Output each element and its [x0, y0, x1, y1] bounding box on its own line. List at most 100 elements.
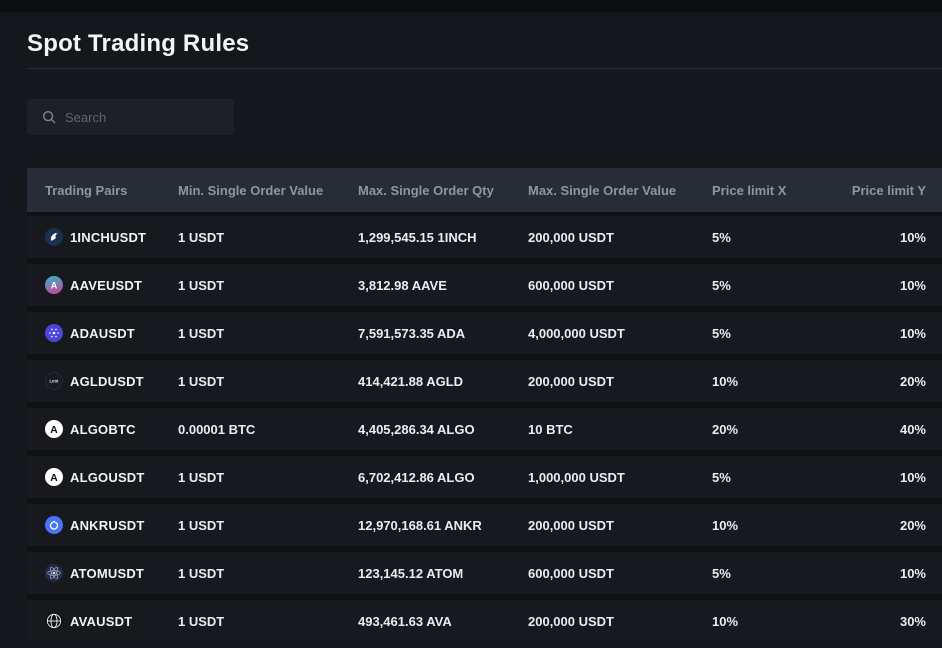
atom-coin-icon	[45, 564, 63, 582]
search-input[interactable]	[65, 109, 224, 125]
price-limit-x: 5%	[712, 325, 731, 341]
table-row: Loot AGLDUSDT 1 USDT 414,421.88 AGLD 200…	[27, 360, 942, 402]
min-single-order-value: 1 USDT	[178, 517, 225, 533]
column-header-price-limit-y: Price limit Y	[851, 182, 926, 198]
table-row: A ALGOBTC 0.00001 BTC 4,405,286.34 ALGO …	[27, 408, 942, 450]
search-box[interactable]	[27, 99, 234, 135]
table-row: ATOMUSDT 1 USDT 123,145.12 ATOM 600,000 …	[27, 552, 942, 594]
price-limit-y: 40%	[899, 421, 926, 437]
trading-pair-cell: AVAUSDT	[45, 612, 178, 630]
ava-coin-icon	[45, 612, 63, 630]
max-single-order-value: 200,000 USDT	[528, 229, 614, 245]
pair-label: AAVEUSDT	[70, 277, 143, 293]
max-single-order-qty: 4,405,286.34 ALGO	[358, 421, 475, 437]
ada-coin-icon	[45, 324, 63, 342]
pair-label: ADAUSDT	[70, 325, 135, 341]
trading-pair-cell: Loot AGLDUSDT	[45, 372, 178, 390]
price-limit-x: 5%	[712, 277, 731, 293]
price-limit-x: 20%	[712, 421, 739, 437]
max-single-order-qty: 6,702,412.86 ALGO	[358, 469, 475, 485]
pair-label: ALGOBTC	[70, 421, 136, 437]
max-single-order-qty: 414,421.88 AGLD	[358, 373, 464, 389]
pair-label: AGLDUSDT	[70, 373, 144, 389]
table-row: AVAUSDT 1 USDT 493,461.63 AVA 200,000 US…	[27, 600, 942, 642]
table-row: ADAUSDT 1 USDT 7,591,573.35 ADA 4,000,00…	[27, 312, 942, 354]
trading-pair-cell: 1INCHUSDT	[45, 228, 178, 246]
price-limit-y: 30%	[899, 613, 926, 629]
column-header-max-single-order-value: Max. Single Order Value	[528, 182, 677, 198]
max-single-order-qty: 12,970,168.61 ANKR	[358, 517, 482, 533]
svg-text:A: A	[50, 473, 58, 484]
top-strip	[0, 0, 942, 12]
max-single-order-value: 10 BTC	[528, 421, 573, 437]
max-single-order-value: 1,000,000 USDT	[528, 469, 625, 485]
svg-text:A: A	[51, 280, 58, 290]
max-single-order-qty: 7,591,573.35 ADA	[358, 325, 466, 341]
price-limit-y: 20%	[899, 517, 926, 533]
price-limit-x: 10%	[712, 373, 739, 389]
table-row: A AAVEUSDT 1 USDT 3,812.98 AAVE 600,000 …	[27, 264, 942, 306]
pair-label: ANKRUSDT	[70, 517, 145, 533]
max-single-order-value: 600,000 USDT	[528, 277, 614, 293]
1inch-coin-icon	[45, 228, 63, 246]
price-limit-x: 10%	[712, 613, 739, 629]
trading-pair-cell: ANKRUSDT	[45, 516, 178, 534]
pair-label: AVAUSDT	[70, 613, 133, 629]
column-header-price-limit-x: Price limit X	[712, 182, 787, 198]
trading-pair-cell: ATOMUSDT	[45, 564, 178, 582]
svg-text:Loot: Loot	[50, 379, 60, 384]
price-limit-y: 10%	[899, 469, 926, 485]
min-single-order-value: 1 USDT	[178, 565, 225, 581]
table-row: 1INCHUSDT 1 USDT 1,299,545.15 1INCH 200,…	[27, 216, 942, 258]
table-header: Trading Pairs Min. Single Order Value Ma…	[27, 168, 942, 212]
trading-rules-table: Trading Pairs Min. Single Order Value Ma…	[27, 168, 942, 642]
price-limit-y: 10%	[899, 325, 926, 341]
min-single-order-value: 0.00001 BTC	[178, 421, 256, 437]
page-title: Spot Trading Rules	[27, 30, 250, 57]
agld-coin-icon: Loot	[45, 372, 63, 390]
trading-pair-cell: A ALGOBTC	[45, 420, 178, 438]
max-single-order-value: 200,000 USDT	[528, 517, 614, 533]
title-divider	[27, 68, 942, 69]
price-limit-y: 20%	[899, 373, 926, 389]
pair-label: 1INCHUSDT	[70, 229, 147, 245]
price-limit-x: 5%	[712, 469, 731, 485]
price-limit-y: 10%	[899, 277, 926, 293]
price-limit-y: 10%	[899, 229, 926, 245]
min-single-order-value: 1 USDT	[178, 469, 225, 485]
min-single-order-value: 1 USDT	[178, 373, 225, 389]
price-limit-y: 10%	[899, 565, 926, 581]
max-single-order-value: 200,000 USDT	[528, 613, 614, 629]
max-single-order-qty: 3,812.98 AAVE	[358, 277, 447, 293]
min-single-order-value: 1 USDT	[178, 229, 225, 245]
max-single-order-qty: 1,299,545.15 1INCH	[358, 229, 477, 245]
max-single-order-qty: 123,145.12 ATOM	[358, 565, 464, 581]
trading-pair-cell: A ALGOUSDT	[45, 468, 178, 486]
column-header-min-single-order-value: Min. Single Order Value	[178, 182, 324, 198]
min-single-order-value: 1 USDT	[178, 277, 225, 293]
max-single-order-value: 600,000 USDT	[528, 565, 614, 581]
column-header-max-single-order-qty: Max. Single Order Qty	[358, 182, 494, 198]
svg-text:A: A	[50, 425, 58, 436]
ankr-coin-icon	[45, 516, 63, 534]
min-single-order-value: 1 USDT	[178, 325, 225, 341]
min-single-order-value: 1 USDT	[178, 613, 225, 629]
price-limit-x: 5%	[712, 565, 731, 581]
table-row: A ALGOUSDT 1 USDT 6,702,412.86 ALGO 1,00…	[27, 456, 942, 498]
max-single-order-value: 4,000,000 USDT	[528, 325, 625, 341]
search-icon	[42, 110, 56, 124]
max-single-order-value: 200,000 USDT	[528, 373, 614, 389]
column-header-trading-pairs: Trading Pairs	[45, 182, 128, 198]
price-limit-x: 5%	[712, 229, 731, 245]
table-row: ANKRUSDT 1 USDT 12,970,168.61 ANKR 200,0…	[27, 504, 942, 546]
algo-coin-icon: A	[45, 420, 63, 438]
max-single-order-qty: 493,461.63 AVA	[358, 613, 452, 629]
trading-pair-cell: ADAUSDT	[45, 324, 178, 342]
pair-label: ALGOUSDT	[70, 469, 145, 485]
trading-pair-cell: A AAVEUSDT	[45, 276, 178, 294]
table-body: 1INCHUSDT 1 USDT 1,299,545.15 1INCH 200,…	[27, 212, 942, 642]
pair-label: ATOMUSDT	[70, 565, 145, 581]
aave-coin-icon: A	[45, 276, 63, 294]
price-limit-x: 10%	[712, 517, 739, 533]
